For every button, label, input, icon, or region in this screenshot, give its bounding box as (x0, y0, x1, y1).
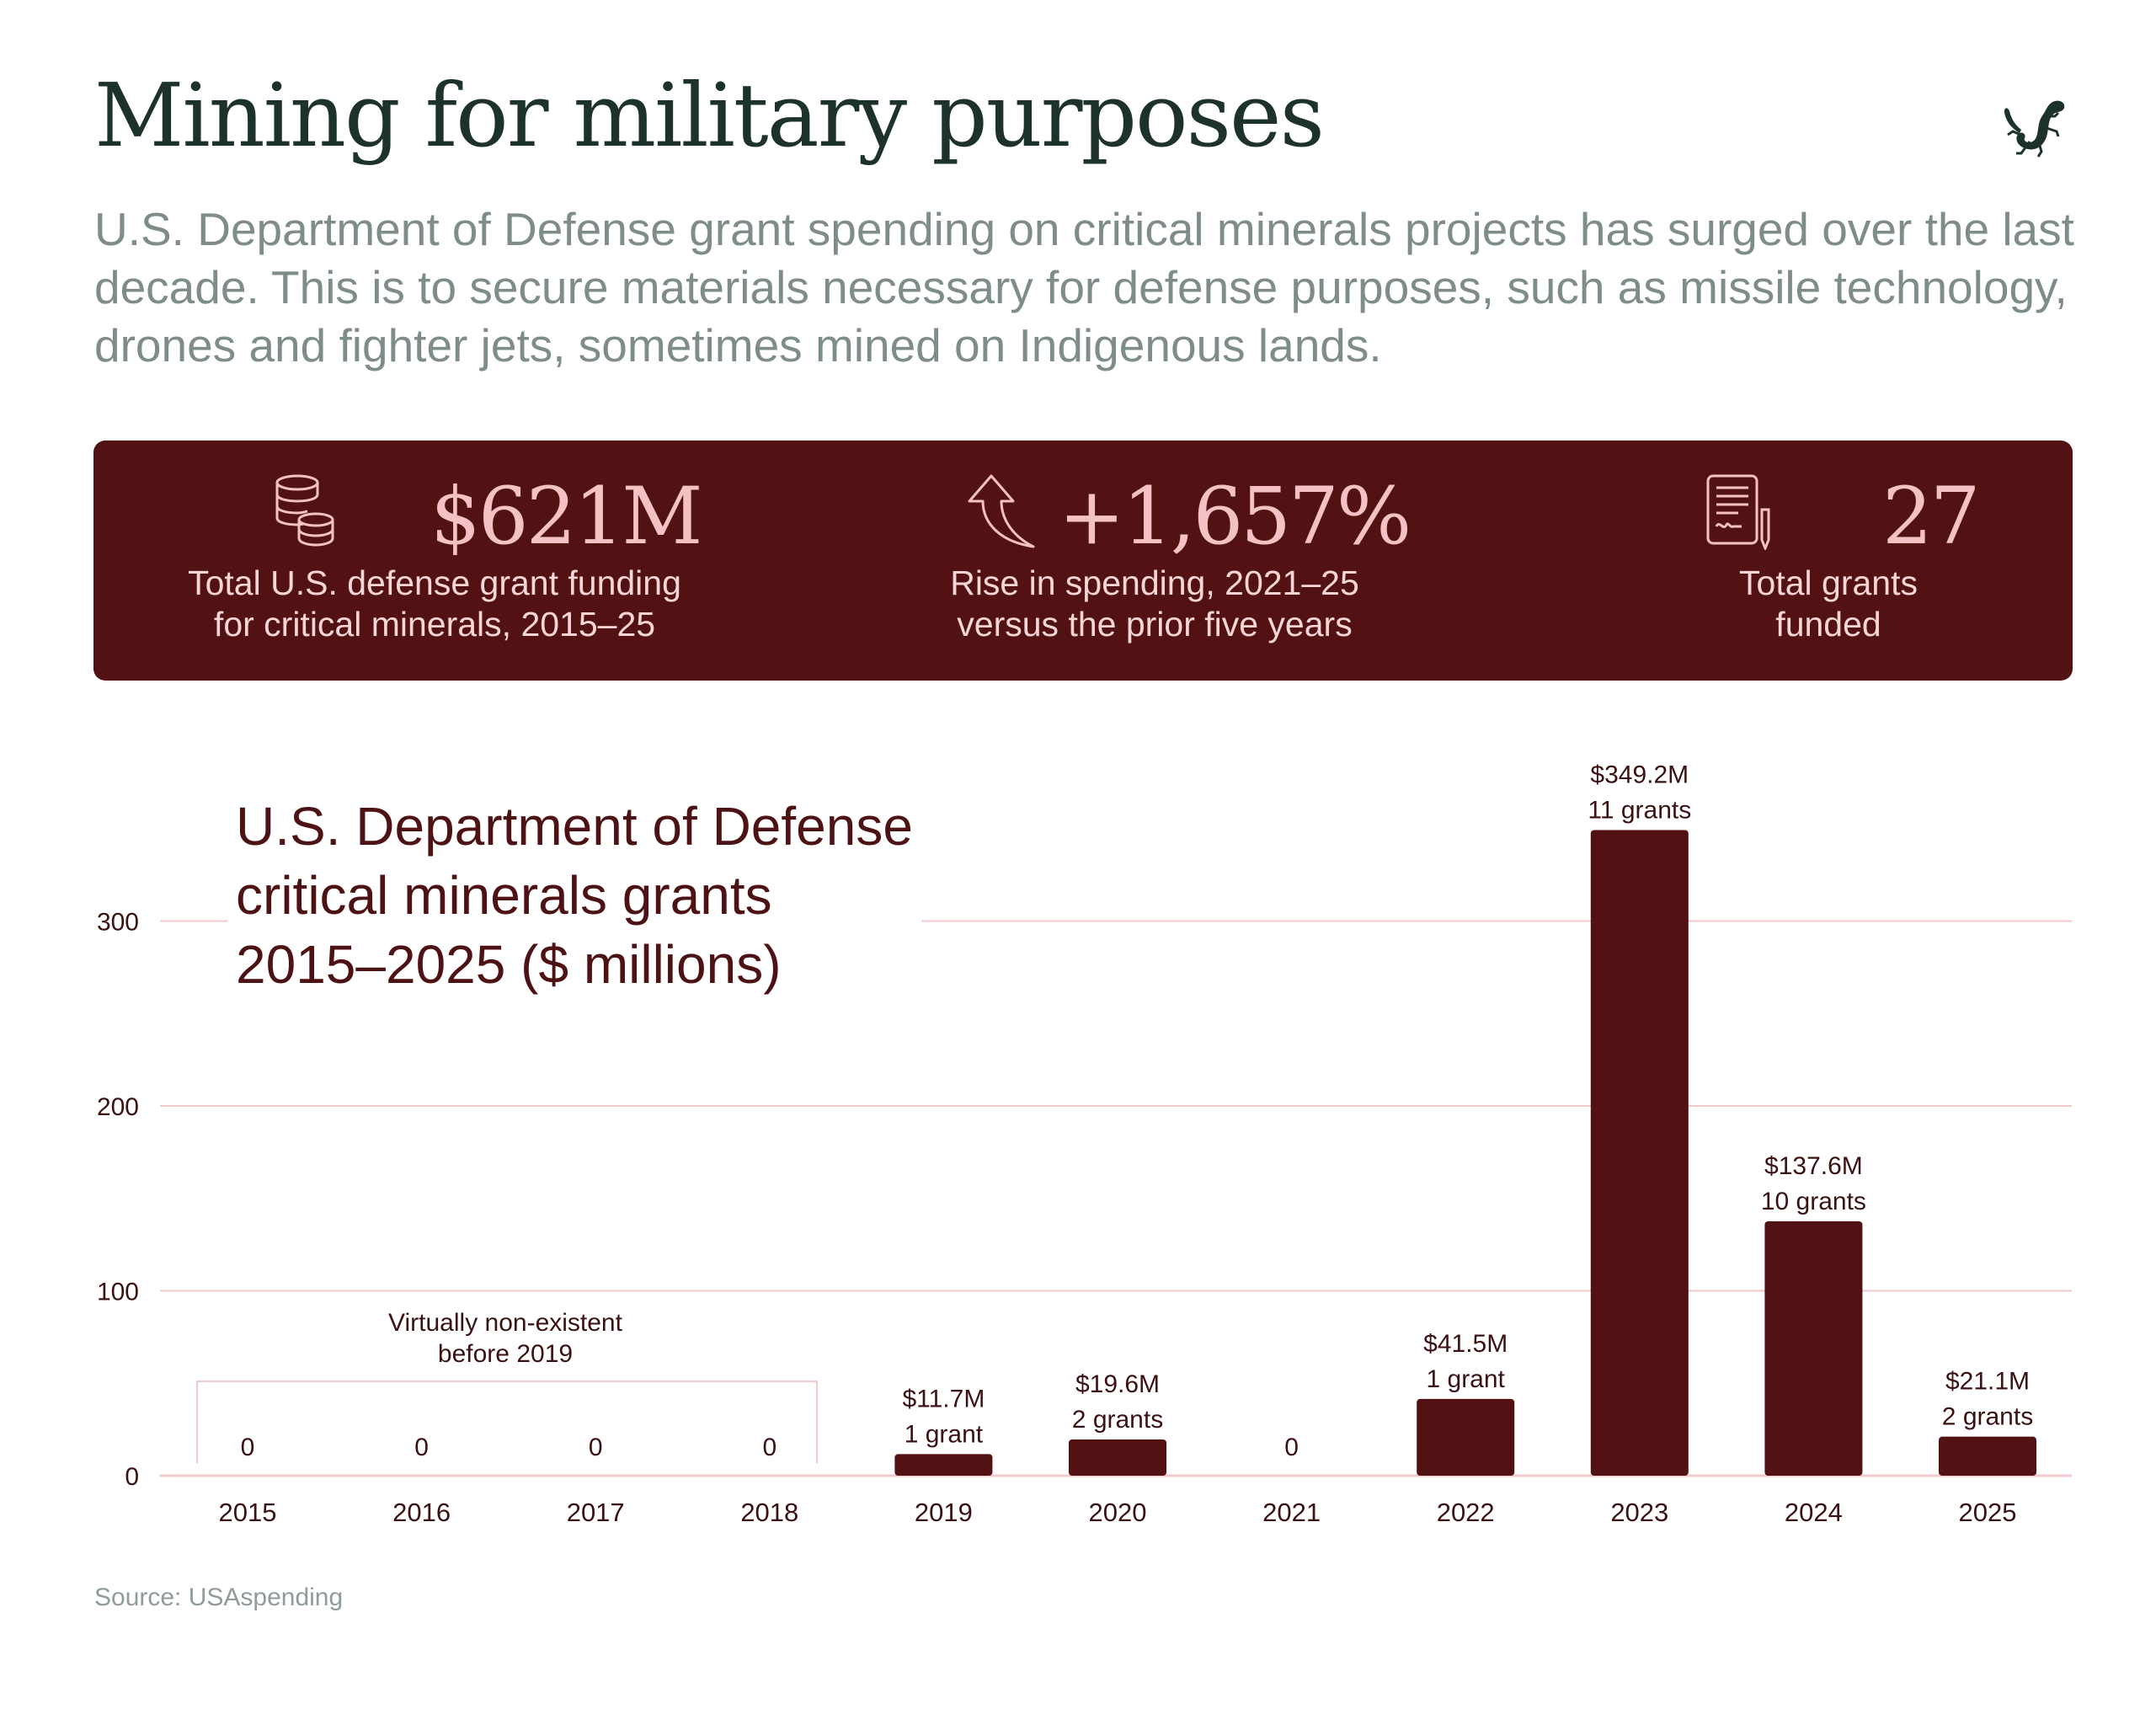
bar-value-label: $137.6M (1764, 1152, 1863, 1180)
x-tick-label: 2025 (1959, 1498, 2017, 1527)
bar (1764, 1220, 1863, 1476)
y-tick-label: 300 (97, 909, 139, 937)
stat-label: Rise in spending, 2021–25 versus the pri… (950, 563, 1359, 644)
x-tick-label: 2017 (567, 1498, 625, 1527)
annotation-bracket (196, 1381, 818, 1463)
gecko-logo-icon (2004, 100, 2065, 158)
source-note: Source: USAspending (94, 1583, 344, 1611)
bar-value-label: $21.1M (1945, 1368, 2030, 1396)
chart-title: U.S. Department of Defense critical mine… (227, 792, 921, 999)
bar-grant-label: 2 grants (1942, 1403, 2033, 1431)
stat-total-grants: 27 Total grants funded (1660, 441, 2081, 681)
stat-value: 27 (1882, 471, 1981, 563)
bar (1069, 1439, 1166, 1476)
rising-arrow-icon (968, 474, 1035, 548)
bar-grant-label: 10 grants (1761, 1188, 1866, 1215)
bar-value-label: 0 (414, 1434, 429, 1461)
bar (1417, 1398, 1515, 1476)
stat-label: Total U.S. defense grant funding for cri… (188, 563, 681, 644)
x-tick-label: 2024 (1785, 1498, 1843, 1527)
x-tick-label: 2018 (740, 1498, 798, 1527)
x-tick-label: 2016 (392, 1498, 451, 1527)
bar (1939, 1436, 2036, 1476)
bar-grant-label: 2 grants (1072, 1406, 1163, 1434)
page-subtitle: U.S. Department of Defense grant spendin… (94, 203, 2074, 371)
x-tick-label: 2021 (1262, 1498, 1321, 1527)
stat-rise: +1,657% Rise in spending, 2021–25 versus… (919, 441, 1609, 681)
stat-value: $621M (430, 471, 702, 563)
x-tick-label: 2015 (219, 1498, 277, 1527)
y-tick-label: 100 (97, 1279, 139, 1306)
x-tick-label: 2019 (915, 1498, 973, 1527)
bar-value-label: $11.7M (902, 1385, 985, 1413)
x-tick-label: 2022 (1437, 1498, 1495, 1527)
bar-grant-label: 1 grant (905, 1420, 984, 1448)
bar-value-label: $41.5M (1423, 1330, 1508, 1358)
stats-banner: $621M Total U.S. defense grant funding f… (93, 441, 2073, 681)
bar-value-label: 0 (1284, 1434, 1299, 1461)
y-tick-label: 200 (97, 1093, 139, 1121)
bar-value-label: 0 (762, 1434, 776, 1461)
bar-grant-label: 1 grant (1426, 1365, 1505, 1393)
coins-icon (275, 474, 334, 547)
annotation-note: Virtually non-existent before 2019 (388, 1309, 622, 1368)
stat-value: +1,657% (1059, 471, 1412, 563)
bar-value-label: 0 (589, 1434, 603, 1461)
document-icon (1706, 474, 1770, 550)
x-tick-label: 2023 (1610, 1498, 1668, 1527)
bar-value-label: $349.2M (1590, 761, 1689, 789)
bar (1590, 830, 1689, 1476)
bar-value-label: $19.6M (1075, 1370, 1160, 1398)
bar (894, 1454, 993, 1476)
x-tick-label: 2020 (1089, 1498, 1147, 1527)
stat-label: Total grants funded (1739, 563, 1918, 644)
bar-grant-label: 11 grants (1588, 797, 1691, 825)
page-title: Mining for military purposes (94, 64, 1325, 167)
stat-total-funding: $621M Total U.S. defense grant funding f… (127, 441, 742, 681)
bar-value-label: 0 (241, 1434, 255, 1461)
y-tick-label: 0 (125, 1463, 139, 1491)
